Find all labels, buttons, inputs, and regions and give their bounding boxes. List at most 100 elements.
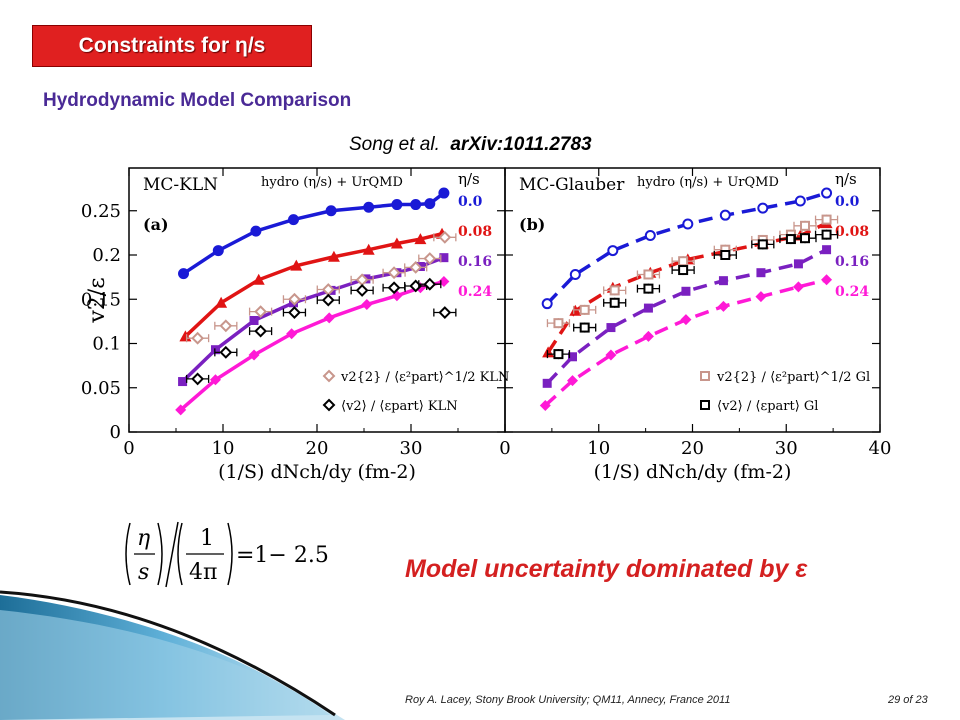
formula-rhs: =1− 2.5 xyxy=(236,543,329,568)
x-tick-label: 20 xyxy=(681,438,704,459)
data-legend-marker xyxy=(322,369,336,383)
data-point xyxy=(720,250,731,260)
slide-subtitle: Hydrodynamic Model Comparison xyxy=(43,90,352,111)
data-legend-label: ⟨v2⟩ / ⟨εpart⟩ KLN xyxy=(341,399,458,414)
data-point xyxy=(579,304,590,315)
series-point xyxy=(391,199,403,211)
x-tick-label: 30 xyxy=(400,438,423,459)
data-legend-label: ⟨v2⟩ / ⟨εpart⟩ Gl xyxy=(717,399,818,414)
series-point xyxy=(212,245,224,257)
footer-text: Roy A. Lacey, Stony Brook University; QM… xyxy=(405,694,731,706)
series-point xyxy=(362,243,375,255)
series-point xyxy=(541,298,553,310)
formula-s: s xyxy=(138,560,149,585)
series-point xyxy=(209,374,221,386)
data-legend-marker xyxy=(700,400,710,410)
series-point xyxy=(717,300,729,312)
series-point xyxy=(178,377,188,387)
decorative-wave xyxy=(0,590,345,720)
data-point xyxy=(800,233,810,244)
panel-label: (a) xyxy=(143,215,169,234)
data-point xyxy=(579,322,590,333)
conclusion-text: Model uncertainty dominated by ε xyxy=(405,555,808,583)
data-point xyxy=(609,285,620,296)
data-legend-marker xyxy=(322,398,336,412)
series-point xyxy=(363,201,375,213)
series-point xyxy=(438,187,450,199)
legend-entry: 0.24 xyxy=(458,284,492,300)
data-point xyxy=(438,306,452,319)
y-tick-label: 0.15 xyxy=(81,289,121,310)
series-point xyxy=(414,233,427,245)
y-axis-label: v2/ε xyxy=(85,277,110,323)
chart-panel-b: 0 10 20 30 40 (1/S) dNch/dy (fm-2) MC-Glauber h… xyxy=(499,167,892,483)
chart-panel-a: 0 10 20 30 0 0.05 0.1 0.15 0.2 0.25 (1/S) dNch/dy … xyxy=(81,167,509,483)
series-line-0.16 xyxy=(545,248,828,385)
series-point xyxy=(642,330,654,342)
x-tick-label: 0 xyxy=(499,438,510,459)
series-point xyxy=(210,345,220,355)
data-point xyxy=(423,277,437,291)
legend-entry: 0.16 xyxy=(458,254,492,270)
slide-title: Constraints for η/s xyxy=(78,34,266,57)
data-point xyxy=(191,372,205,386)
reference-id: arXiv:1011.2783 xyxy=(450,134,592,155)
series-point xyxy=(286,328,298,340)
y-tick-label: 0 xyxy=(110,422,121,443)
data-point xyxy=(643,269,654,280)
formula-eta: η xyxy=(137,526,150,551)
series-point xyxy=(682,218,694,230)
data-point xyxy=(678,256,689,267)
series-point xyxy=(290,259,303,271)
series-line-0.24 xyxy=(544,278,827,407)
series-point xyxy=(215,296,228,308)
series-point xyxy=(680,314,692,326)
series-point xyxy=(756,268,766,278)
data-point xyxy=(409,260,423,274)
data-point xyxy=(785,234,796,245)
series-point xyxy=(821,274,833,286)
series-point xyxy=(718,276,728,286)
x-tick-label: 40 xyxy=(869,438,892,459)
data-point xyxy=(219,345,233,359)
series-point xyxy=(643,303,653,313)
series-point xyxy=(606,323,616,333)
y-tick-label: 0.2 xyxy=(92,245,121,266)
x-tick-label: 20 xyxy=(306,438,329,459)
series-point xyxy=(569,268,581,280)
x-tick-label: 30 xyxy=(775,438,798,459)
data-point xyxy=(355,283,369,297)
x-tick-label: 0 xyxy=(123,438,134,459)
data-legend-marker xyxy=(700,371,710,381)
legend-title: η/s xyxy=(458,170,480,188)
data-point xyxy=(553,318,564,329)
data-point xyxy=(288,306,301,319)
series-point xyxy=(568,352,577,362)
x-tick-label: 10 xyxy=(587,438,610,459)
series-point xyxy=(439,253,449,263)
reference-author: Song et al. xyxy=(349,134,440,155)
formula-one: 1 xyxy=(200,526,214,551)
legend-title: η/s xyxy=(835,170,857,188)
y-tick-label: 0.1 xyxy=(92,334,121,355)
series-point xyxy=(822,245,832,255)
data-point xyxy=(757,239,768,250)
legend-entry: 0.0 xyxy=(835,194,860,210)
slide-title-box: Constraints for η/s xyxy=(32,25,312,67)
series-point xyxy=(327,250,340,262)
y-tick-label: 0.25 xyxy=(81,201,121,222)
data-point xyxy=(821,229,832,240)
legend-entry: 0.0 xyxy=(458,194,483,210)
series-point xyxy=(323,312,335,324)
data-point xyxy=(254,305,268,319)
legend-entry: 0.08 xyxy=(458,224,492,240)
series-point xyxy=(607,245,619,257)
x-axis-label: (1/S) dNch/dy (fm-2) xyxy=(218,461,416,483)
hydro-label: hydro (η/s) + UrQMD xyxy=(637,175,779,190)
legend-entry: 0.16 xyxy=(835,254,869,270)
reference-citation: Song et al. arXiv:1011.2783 xyxy=(349,134,592,156)
data-point xyxy=(438,230,452,244)
series-point xyxy=(438,276,450,288)
formula-four-pi: 4π xyxy=(189,560,217,585)
series-point xyxy=(542,378,552,388)
